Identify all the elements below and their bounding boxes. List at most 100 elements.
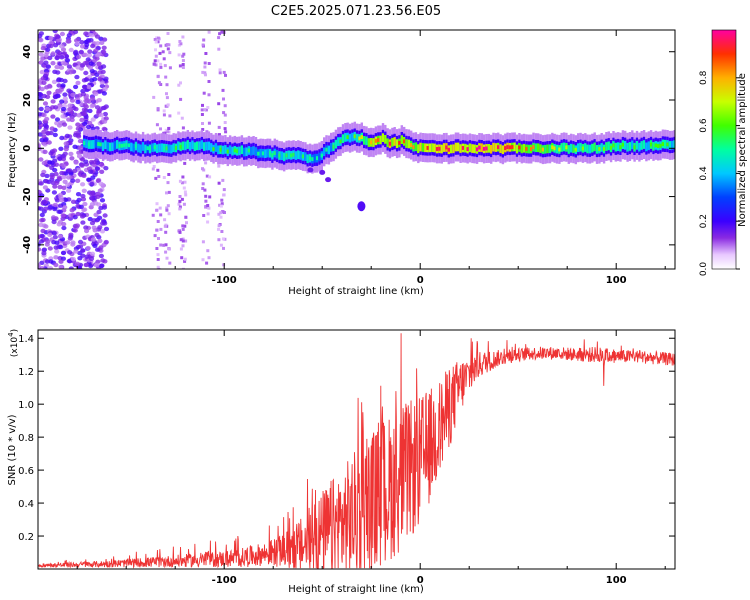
noise-blob xyxy=(79,162,85,167)
noise-speck xyxy=(155,36,159,40)
spectrogram-frame xyxy=(37,29,676,270)
noise-blob xyxy=(99,198,106,203)
noise-speck xyxy=(183,161,187,165)
noise-blob xyxy=(38,112,43,117)
noise-blob xyxy=(46,83,53,89)
ridge-core xyxy=(414,142,418,152)
noise-blob xyxy=(84,97,90,103)
noise-blob xyxy=(55,38,61,43)
noise-speck xyxy=(151,213,155,217)
ridge-peak xyxy=(118,144,121,148)
ridge-core xyxy=(452,144,455,154)
ridge-core xyxy=(464,143,467,153)
ridge-core xyxy=(344,133,347,142)
noise-blob xyxy=(103,226,110,232)
ridge-peak xyxy=(370,140,373,145)
noise-blob xyxy=(96,108,102,114)
noise-speck xyxy=(220,202,224,206)
noise-speck xyxy=(162,243,166,247)
ridge-core xyxy=(393,137,396,146)
noise-blob xyxy=(89,78,95,83)
noise-speck xyxy=(223,104,227,108)
colorbar-tick-label: 0.2 xyxy=(699,214,709,228)
noise-speck xyxy=(181,244,185,248)
ridge-core xyxy=(440,144,443,154)
noise-speck xyxy=(152,165,156,168)
bottom-y-tick-label: 1.2 xyxy=(18,367,34,378)
noise-speck xyxy=(156,258,160,261)
noise-blob xyxy=(63,197,69,203)
ridge-peak xyxy=(649,142,653,147)
ridge-core xyxy=(520,144,523,154)
ridge-core xyxy=(588,144,592,154)
ridge-peak xyxy=(87,142,91,147)
noise-speck xyxy=(204,52,208,55)
noise-blob xyxy=(100,221,106,226)
ridge-peak xyxy=(268,151,272,156)
noise-speck xyxy=(207,30,211,34)
noise-speck xyxy=(219,243,223,247)
noise-blob xyxy=(59,170,65,176)
noise-blob xyxy=(307,167,314,173)
ridge-peak xyxy=(530,147,533,151)
noise-speck xyxy=(177,111,181,115)
ridge-peak xyxy=(475,147,479,152)
noise-speck xyxy=(177,83,181,87)
noise-blob xyxy=(93,212,99,217)
noise-speck xyxy=(180,197,184,201)
noise-blob xyxy=(62,61,68,66)
noise-blob xyxy=(67,250,73,255)
noise-blob xyxy=(39,212,45,218)
noise-speck xyxy=(165,96,169,100)
y-scale-suffix: ) xyxy=(10,329,20,333)
noise-blob xyxy=(89,181,95,187)
noise-blob xyxy=(69,156,75,161)
noise-blob xyxy=(46,140,52,145)
top-x-tick-label: 100 xyxy=(606,275,627,286)
ridge-core xyxy=(367,138,371,147)
noise-blob xyxy=(67,106,73,112)
ridge-core xyxy=(264,149,267,158)
ridge-peak xyxy=(410,143,413,148)
noise-speck xyxy=(178,179,182,183)
ridge-core xyxy=(617,142,620,151)
noise-blob xyxy=(58,244,64,250)
noise-blob xyxy=(67,103,73,108)
noise-blob xyxy=(96,51,102,57)
noise-speck xyxy=(184,239,188,243)
noise-speck xyxy=(183,180,187,184)
ridge-core xyxy=(294,151,298,160)
noise-speck xyxy=(154,40,158,44)
ridge-peak xyxy=(153,145,156,150)
colorbar-tick-label: 0.6 xyxy=(699,118,709,133)
noise-blob xyxy=(49,126,55,131)
noise-blob xyxy=(81,111,87,116)
noise-speck xyxy=(185,221,188,225)
noise-speck xyxy=(221,178,225,182)
ridge-core xyxy=(365,136,368,146)
noise-blob xyxy=(54,249,60,254)
noise-blob xyxy=(76,54,82,60)
noise-blob xyxy=(38,247,42,252)
noise-blob xyxy=(89,195,95,201)
noise-speck xyxy=(164,243,168,247)
noise-blob xyxy=(60,213,66,218)
ridge-core xyxy=(198,141,201,151)
ridge-core xyxy=(231,146,234,156)
noise-blob xyxy=(66,258,72,264)
ridge-core xyxy=(181,141,185,151)
noise-blob xyxy=(58,264,64,269)
noise-blob xyxy=(81,84,88,90)
noise-speck xyxy=(167,43,171,47)
noise-blob xyxy=(43,60,49,65)
ridge-core xyxy=(391,138,394,147)
ridge-peak xyxy=(134,144,138,148)
noise-blob xyxy=(52,167,58,173)
noise-speck xyxy=(217,212,221,216)
noise-speck xyxy=(200,108,204,112)
noise-speck xyxy=(179,97,183,101)
noise-speck xyxy=(220,30,224,34)
noise-blob xyxy=(59,31,65,37)
bottom-y-tick-label: 1.0 xyxy=(18,400,34,411)
